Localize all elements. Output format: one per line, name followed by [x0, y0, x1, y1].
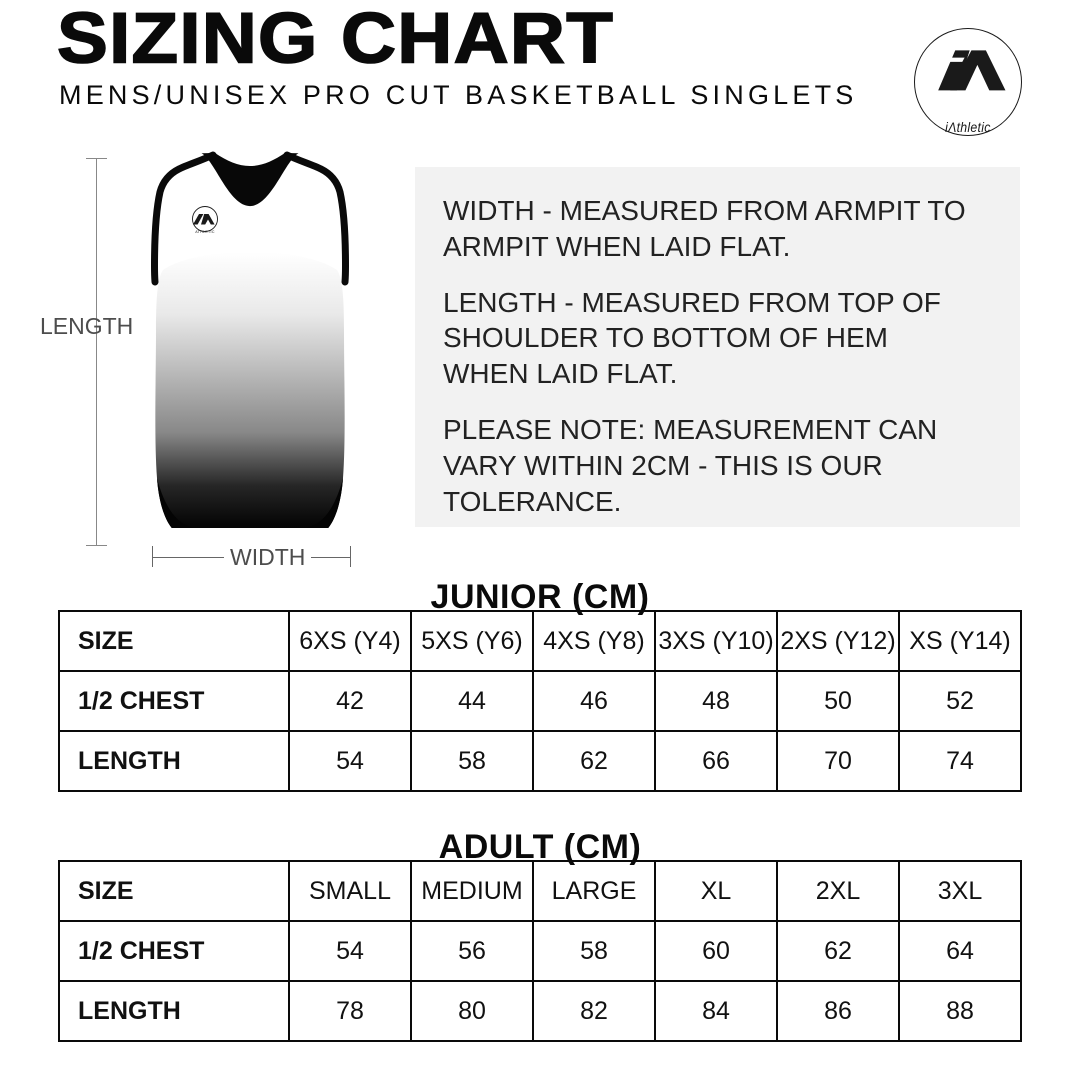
svg-text:ATHLETIC: ATHLETIC: [195, 230, 215, 234]
